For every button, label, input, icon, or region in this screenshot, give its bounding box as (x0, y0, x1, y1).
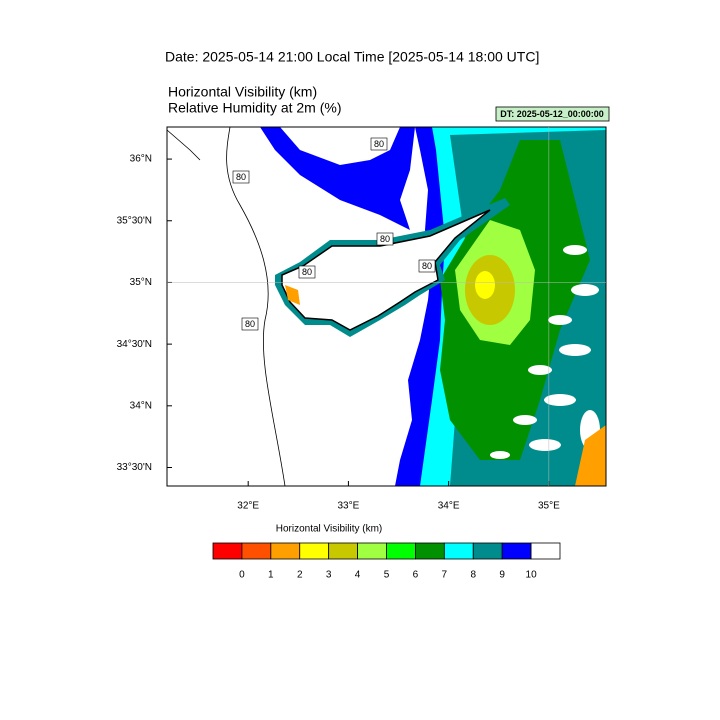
title: Date: 2025-05-14 21:00 Local Time [2025-… (165, 49, 539, 65)
contour-label-box (418, 259, 436, 273)
contour-label-box (298, 265, 316, 279)
colorbar-label: 1 (268, 570, 274, 581)
colorbar-label: 0 (239, 570, 245, 581)
colorbar-label: 8 (470, 570, 476, 581)
y-tick-label: 35°N (130, 277, 152, 288)
colorbar-label: 10 (526, 570, 538, 581)
colorbar-box (472, 542, 503, 560)
contour-label: 80 (374, 139, 384, 149)
contour-label: 80 (380, 234, 390, 244)
colorbar-box (270, 542, 301, 560)
colorbar-label: 6 (413, 570, 419, 581)
colorbar-label: 9 (499, 570, 505, 581)
dt-label: DT: 2025-05-12_00:00:00 (500, 109, 604, 119)
x-tick-label: 32°E (237, 501, 259, 512)
y-tick-label: 33°30'N (117, 462, 152, 473)
colorbar-label: 7 (442, 570, 448, 581)
colorbar-box (443, 542, 474, 560)
colorbar-box (299, 542, 330, 560)
y-tick-label: 35°30'N (117, 215, 152, 226)
colorbar-box (241, 542, 272, 560)
x-tick-label: 35°E (538, 501, 560, 512)
subtitle: Horizontal Visibility (km) (168, 84, 317, 100)
colorbar-box (415, 542, 445, 560)
colorbar-box (328, 542, 358, 560)
contour-label-box (241, 317, 259, 331)
contour-label: 80 (236, 172, 246, 182)
colorbar-label: 2 (297, 570, 303, 581)
colorbar-box (212, 542, 243, 560)
contour-label: 80 (245, 319, 255, 329)
map-frame (166, 126, 607, 487)
contour-label-box (376, 232, 394, 246)
y-tick-label: 36°N (130, 154, 152, 165)
colorbar-box (530, 542, 561, 560)
contour-label: 80 (302, 267, 312, 277)
colorbar-label: 3 (326, 570, 332, 581)
y-tick-label: 34°N (130, 400, 152, 411)
colorbar-label: 5 (384, 570, 390, 581)
contour-label-box (370, 137, 388, 151)
contour-label: 80 (422, 261, 432, 271)
colorbar-label: 4 (355, 570, 361, 581)
contour-label-box (232, 170, 250, 184)
colorbar-box (357, 542, 387, 560)
y-tick-label: 34°30'N (117, 339, 152, 350)
dt-box (495, 106, 610, 122)
x-tick-label: 34°E (438, 501, 460, 512)
colorbar-box (501, 542, 532, 560)
colorbar-box (386, 542, 416, 560)
colorbar-title: Horizontal Visibility (km) (276, 524, 383, 535)
x-tick-label: 33°E (338, 501, 360, 512)
subtitle: Relative Humidity at 2m (%) (168, 100, 342, 116)
